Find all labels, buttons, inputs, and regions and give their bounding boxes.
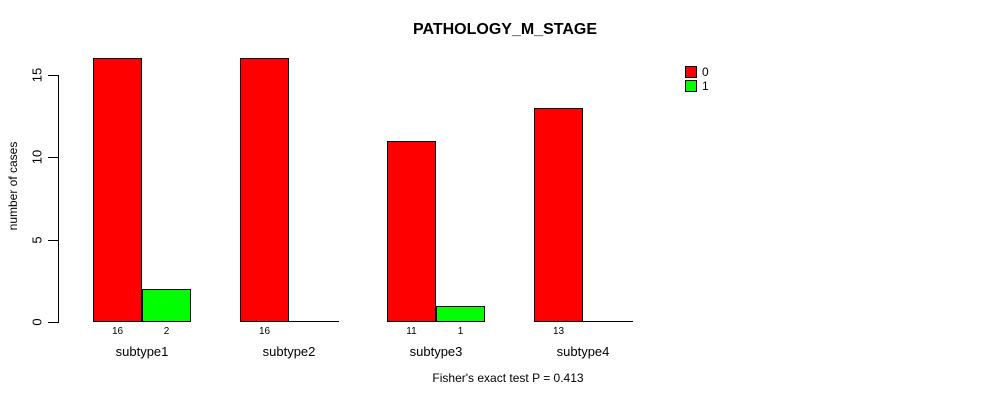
bar-count-label: 13 <box>552 326 565 337</box>
legend-label-1: 1 <box>702 79 709 93</box>
y-tick-mark <box>48 75 58 76</box>
x-axis-label-subtype3: subtype3 <box>409 344 463 359</box>
y-tick-mark <box>48 322 58 323</box>
bar-count-label: 11 <box>406 326 417 337</box>
bar-subtype3-group1 <box>436 306 485 322</box>
y-tick-label: 0 <box>29 318 45 326</box>
y-tick-label: 15 <box>29 67 45 83</box>
x-axis-label-subtype2: subtype2 <box>262 344 316 359</box>
legend-label-0: 0 <box>702 65 709 79</box>
bar-count-label: 16 <box>258 326 271 337</box>
bar-subtype4-group1-zero <box>583 321 633 322</box>
bar-subtype2-group1-zero <box>289 321 339 322</box>
y-axis-line <box>58 75 59 323</box>
bar-count-label: 1 <box>457 326 464 337</box>
legend-swatch-0 <box>685 66 697 78</box>
bar-count-label: 16 <box>111 326 124 337</box>
bar-count-label: 2 <box>163 326 170 337</box>
bar-subtype1-group1 <box>142 289 191 322</box>
bar-subtype2-group0 <box>240 58 289 322</box>
legend-swatch-1 <box>685 80 697 92</box>
x-axis-label-subtype1: subtype1 <box>115 344 169 359</box>
x-axis-label-subtype4: subtype4 <box>556 344 610 359</box>
annotation-text: Fisher's exact test P = 0.413 <box>432 371 584 385</box>
y-tick-mark <box>48 240 58 241</box>
bar-subtype1-group0 <box>93 58 142 322</box>
bar-subtype4-group0 <box>534 108 583 322</box>
y-tick-label: 10 <box>29 149 45 165</box>
bar-subtype3-group0 <box>387 141 436 322</box>
y-tick-label: 5 <box>29 236 45 244</box>
chart-title: PATHOLOGY_M_STAGE <box>412 21 598 38</box>
y-axis-title: number of cases <box>6 141 20 231</box>
y-tick-mark <box>48 157 58 158</box>
